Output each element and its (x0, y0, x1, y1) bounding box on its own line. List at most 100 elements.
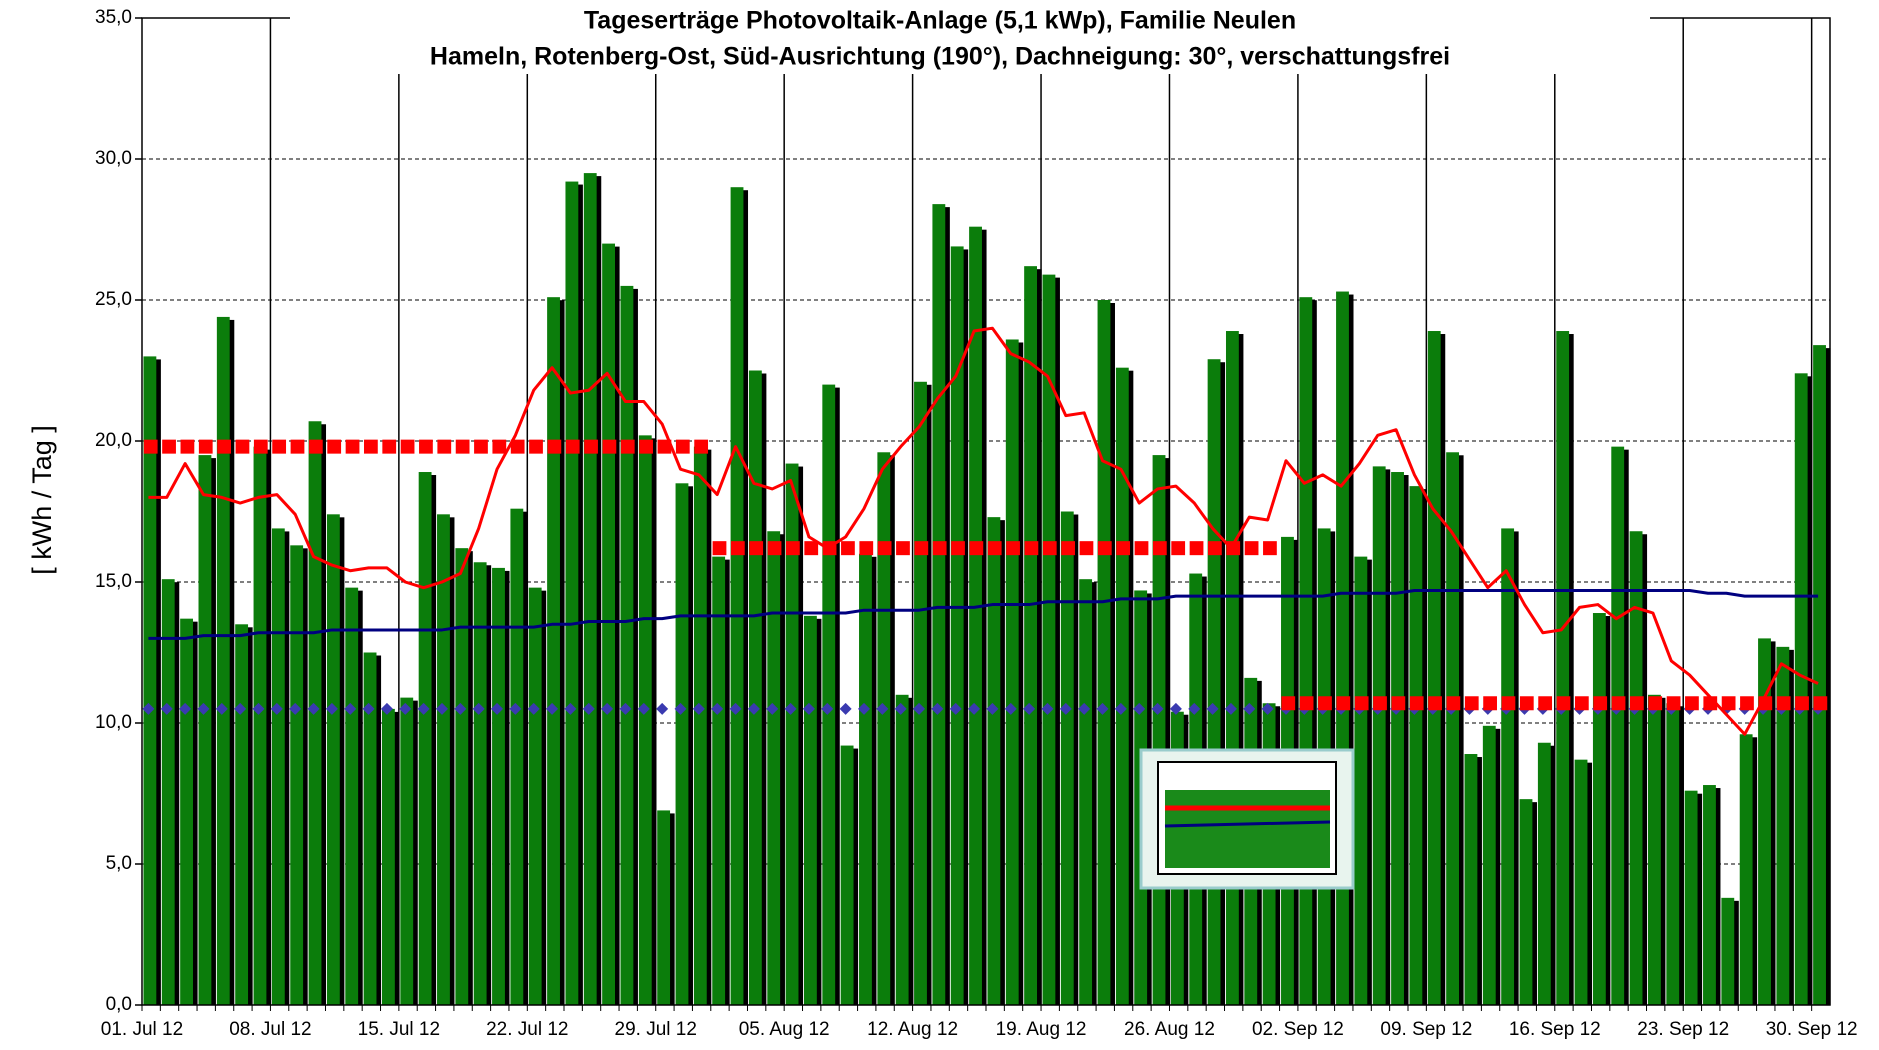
x-tick-label: 05. Aug 12 (739, 1019, 830, 1040)
bar (180, 619, 193, 1005)
bar (584, 173, 597, 1005)
chart-title: Tageserträge Photovoltaik-Anlage (5,1 kW… (584, 7, 1296, 35)
chart-subtitle: Hameln, Rotenberg-Ost, Süd-Ausrichtung (… (430, 43, 1450, 71)
bar (1153, 455, 1166, 1005)
bar (1024, 266, 1037, 1005)
bar (382, 709, 395, 1005)
y-tick-label: 15,0 (95, 571, 132, 592)
average-marker (951, 541, 965, 555)
average-marker (1593, 696, 1607, 710)
bar (1354, 557, 1367, 1005)
y-tick-label: 35,0 (95, 7, 132, 28)
bar (1740, 734, 1753, 1005)
average-marker (621, 440, 635, 454)
average-marker (768, 541, 782, 555)
bar (731, 187, 744, 1005)
average-marker (1355, 696, 1369, 710)
bar (1611, 447, 1624, 1005)
bar (749, 371, 762, 1006)
average-marker (1813, 696, 1827, 710)
bar (1079, 579, 1092, 1005)
average-marker (1428, 696, 1442, 710)
bar (1409, 486, 1422, 1005)
x-tick-label: 29. Jul 12 (615, 1019, 697, 1040)
bar (345, 588, 358, 1005)
average-marker (181, 440, 195, 454)
average-marker (1263, 541, 1277, 555)
bar (1758, 638, 1771, 1005)
bar (859, 554, 872, 1005)
bar (1520, 799, 1533, 1005)
bar (1428, 331, 1441, 1005)
average-marker (1318, 696, 1332, 710)
x-tick-label: 16. Sep 12 (1509, 1019, 1601, 1040)
inset-bars (1165, 790, 1330, 868)
bar (1373, 466, 1386, 1005)
bar (1538, 743, 1551, 1005)
bar (932, 204, 945, 1005)
average-marker (309, 440, 323, 454)
average-marker (1447, 696, 1461, 710)
average-marker (914, 541, 928, 555)
bar (235, 624, 248, 1005)
average-marker (804, 541, 818, 555)
average-marker (1538, 696, 1552, 710)
average-marker (217, 440, 231, 454)
bar (1483, 726, 1496, 1005)
average-marker (291, 440, 305, 454)
average-marker (1391, 696, 1405, 710)
average-marker (419, 440, 433, 454)
average-marker (1685, 696, 1699, 710)
bar (400, 698, 413, 1005)
average-marker (1557, 696, 1571, 710)
average-marker (694, 440, 708, 454)
average-marker (401, 440, 415, 454)
average-marker (1208, 541, 1222, 555)
average-marker (933, 541, 947, 555)
y-tick-label: 10,0 (95, 712, 132, 733)
bar (254, 447, 267, 1005)
average-marker (346, 440, 360, 454)
average-marker (1135, 541, 1149, 555)
bar (1116, 368, 1129, 1005)
average-marker (1722, 696, 1736, 710)
average-marker (474, 440, 488, 454)
bar (455, 548, 468, 1005)
bar (492, 568, 505, 1005)
bar (1336, 292, 1349, 1005)
bar (1813, 345, 1826, 1005)
bar (602, 244, 615, 1005)
average-marker (492, 440, 506, 454)
average-marker (1465, 696, 1479, 710)
bar (877, 452, 890, 1005)
average-marker (272, 440, 286, 454)
bar (510, 509, 523, 1005)
bar (1666, 703, 1679, 1005)
bar (272, 528, 285, 1005)
inset-thumbnail (1141, 750, 1353, 888)
average-marker (786, 541, 800, 555)
bar (217, 317, 230, 1005)
average-marker (144, 440, 158, 454)
bar (822, 385, 835, 1005)
bar (657, 810, 670, 1005)
average-marker (364, 440, 378, 454)
x-tick-label: 02. Sep 12 (1252, 1019, 1344, 1040)
y-tick-label: 25,0 (95, 289, 132, 310)
x-tick-label: 22. Jul 12 (486, 1019, 568, 1040)
bar (162, 579, 175, 1005)
bar (547, 297, 560, 1005)
average-marker (1795, 696, 1809, 710)
bar (987, 517, 1000, 1005)
average-marker (327, 440, 341, 454)
average-marker (529, 440, 543, 454)
average-marker (1667, 696, 1681, 710)
bar (1391, 472, 1404, 1005)
average-marker (1171, 541, 1185, 555)
average-marker (1153, 541, 1167, 555)
bar (1556, 331, 1569, 1005)
average-marker (584, 440, 598, 454)
average-marker (1061, 541, 1075, 555)
average-marker (1080, 541, 1094, 555)
bar (914, 382, 927, 1005)
